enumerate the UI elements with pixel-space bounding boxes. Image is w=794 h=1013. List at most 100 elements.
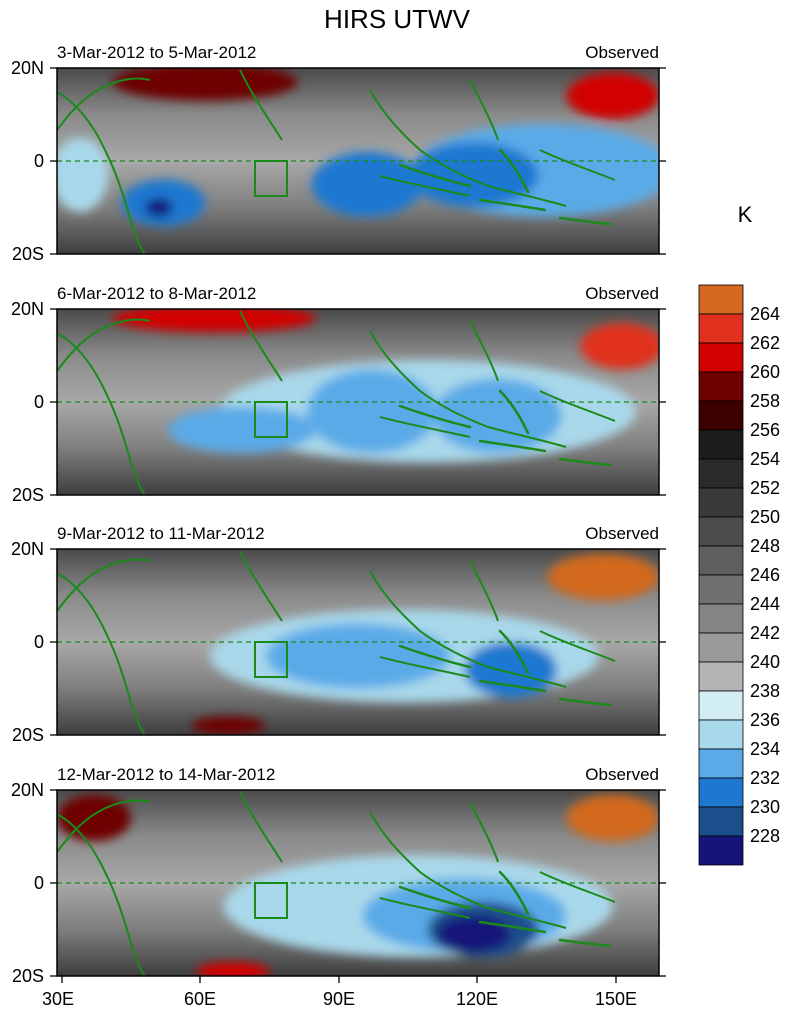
colorbar-tick-label: 228 xyxy=(750,826,780,846)
contour-blob xyxy=(464,642,558,698)
lat-label: 20S xyxy=(12,966,44,986)
region-box xyxy=(254,641,288,678)
panel-label: Observed xyxy=(585,524,659,543)
colorbar-swatch xyxy=(698,690,744,721)
colorbar-tick-label: 248 xyxy=(750,536,780,556)
lon-label: 150E xyxy=(595,989,637,1009)
colorbar-swatch xyxy=(698,806,744,837)
colorbar-swatch xyxy=(698,574,744,605)
panel-label: Observed xyxy=(585,765,659,784)
colorbar-tick-label: 236 xyxy=(750,710,780,730)
colorbar-swatch xyxy=(698,487,744,518)
lon-label: 90E xyxy=(323,989,355,1009)
axis-ticks xyxy=(50,308,666,496)
coastline xyxy=(57,69,616,254)
colorbar-swatch xyxy=(698,835,744,866)
colorbar-swatch xyxy=(698,748,744,779)
units-label: K xyxy=(738,202,753,227)
lat-label: 0 xyxy=(34,873,44,893)
map-panel: 6-Mar-2012 to 8-Mar-2012 Observed xyxy=(11,284,666,505)
region-box xyxy=(254,160,288,197)
region-box xyxy=(254,882,288,919)
lat-label: 20S xyxy=(12,485,44,505)
coastline xyxy=(57,791,616,976)
colorbar-tick-label: 250 xyxy=(750,507,780,527)
colorbar-swatch xyxy=(698,371,744,402)
lat-label: 20N xyxy=(11,299,44,319)
map-panel: 9-Mar-2012 to 11-Mar-2012 Observed xyxy=(11,524,666,745)
colorbar-tick-label: 232 xyxy=(750,768,780,788)
contour-blob xyxy=(436,915,511,953)
panel-label: Observed xyxy=(585,284,659,303)
region-box xyxy=(254,401,288,438)
colorbar-swatch xyxy=(698,545,744,576)
map-panel: 12-Mar-2012 to 14-Mar-2012 Observed xyxy=(11,765,666,986)
colorbar-tick-label: 234 xyxy=(750,739,780,759)
contour-blob xyxy=(57,137,108,213)
figure-title: HIRS UTWV xyxy=(324,4,471,34)
contour-field xyxy=(112,309,659,463)
colorbar-tick-label: 238 xyxy=(750,681,780,701)
lat-label: 0 xyxy=(34,392,44,412)
colorbar-swatch xyxy=(698,603,744,634)
colorbar-swatch xyxy=(698,516,744,547)
contour-blob xyxy=(566,794,659,842)
coastline xyxy=(57,310,616,495)
panel-label: Observed xyxy=(585,43,659,62)
colorbar-tick-label: 240 xyxy=(750,652,780,672)
colorbar-swatch xyxy=(698,400,744,431)
colorbar-swatch xyxy=(698,342,744,373)
contour-blob xyxy=(191,716,266,735)
lat-label: 0 xyxy=(34,151,44,171)
coastline xyxy=(398,629,612,707)
colorbar-tick-label: 254 xyxy=(750,449,780,469)
coastline xyxy=(57,550,616,735)
axis-ticks xyxy=(50,789,666,983)
lat-label: 20N xyxy=(11,539,44,559)
colorbar-tick-label: 256 xyxy=(750,420,780,440)
coastline xyxy=(398,389,612,467)
lat-label: 0 xyxy=(34,632,44,652)
contour-blob xyxy=(580,322,659,370)
colorbar-tick-label: 258 xyxy=(750,391,780,411)
colorbar-swatch xyxy=(698,313,744,344)
coastline xyxy=(398,148,612,226)
panel-period: 9-Mar-2012 to 11-Mar-2012 xyxy=(57,524,265,543)
colorbar-tick-label: 230 xyxy=(750,797,780,817)
colorbar-swatch xyxy=(698,429,744,460)
colorbar-swatch xyxy=(698,632,744,663)
colorbar-tick-label: 252 xyxy=(750,478,780,498)
contour-blob xyxy=(265,623,451,689)
lon-label: 120E xyxy=(456,989,498,1009)
map-panel: 3-Mar-2012 to 5-Mar-2012 Observed xyxy=(11,43,666,264)
panel-period: 12-Mar-2012 to 14-Mar-2012 xyxy=(57,765,275,784)
panel-period: 3-Mar-2012 to 5-Mar-2012 xyxy=(57,43,256,62)
colorbar: 264 262 260 258 256 254 252 250 248 246 244 242 240 2… xyxy=(698,284,780,866)
contour-blob xyxy=(145,198,173,217)
coastline xyxy=(398,870,612,948)
colorbar-tick-label: 246 xyxy=(750,565,780,585)
axis-ticks xyxy=(50,67,666,255)
lat-label: 20N xyxy=(11,780,44,800)
colorbar-swatch xyxy=(698,458,744,489)
contour-blob xyxy=(168,406,317,454)
panel-period: 6-Mar-2012 to 8-Mar-2012 xyxy=(57,284,256,303)
colorbar-tick-label: 260 xyxy=(750,362,780,382)
contour-blob xyxy=(112,309,317,333)
colorbar-tick-label: 244 xyxy=(750,594,780,614)
contour-blob xyxy=(432,378,562,454)
colorbar-tick-label: 242 xyxy=(750,623,780,643)
contour-blob xyxy=(196,962,270,976)
lat-label: 20N xyxy=(11,58,44,78)
colorbar-tick-label: 264 xyxy=(750,304,780,324)
colorbar-swatch xyxy=(698,661,744,692)
contour-blob xyxy=(307,369,437,454)
contour-blob xyxy=(547,553,659,601)
contour-blob xyxy=(566,72,659,120)
colorbar-swatch xyxy=(698,284,744,315)
contour-blob xyxy=(311,151,423,217)
lon-label: 30E xyxy=(42,989,74,1009)
axis-ticks xyxy=(50,548,666,736)
lat-label: 20S xyxy=(12,725,44,745)
